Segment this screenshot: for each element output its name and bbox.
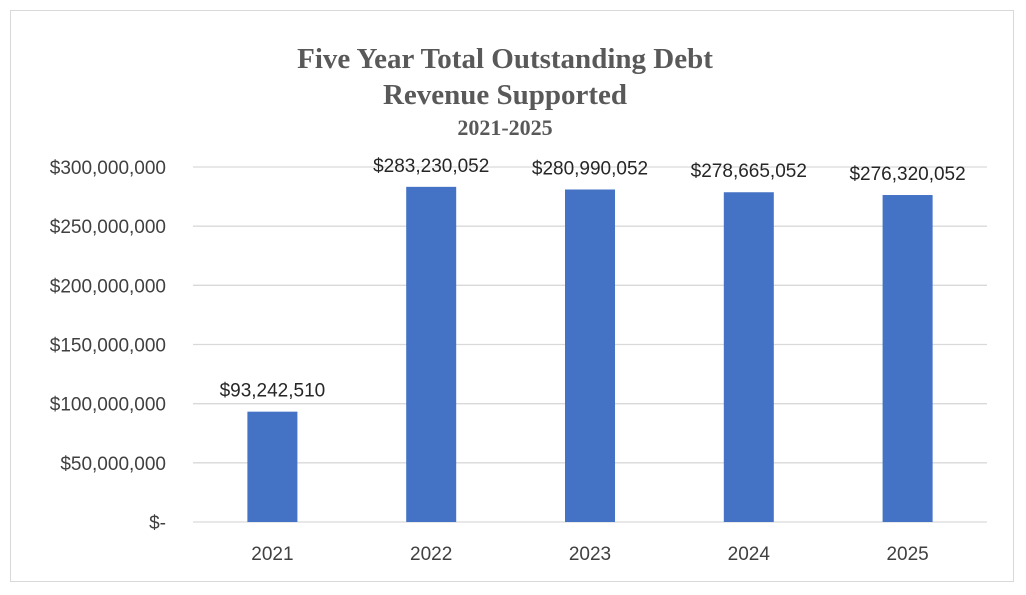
chart-subtitle: Revenue Supported — [383, 79, 627, 111]
chart-frame — [10, 10, 1014, 582]
y-tick-label: $- — [149, 513, 166, 534]
bar — [882, 195, 933, 522]
bar — [723, 192, 774, 523]
y-tick-label: $100,000,000 — [50, 395, 166, 416]
y-tick-label: $50,000,000 — [60, 454, 166, 475]
data-label: $93,242,510 — [220, 381, 326, 402]
bar — [247, 411, 298, 522]
data-label: $280,990,052 — [532, 158, 648, 179]
x-tick-label: 2022 — [410, 544, 452, 565]
y-axis: $- $50,000,000 $100,000,000 $150,000,000 $20… — [50, 158, 166, 534]
y-tick-label: $300,000,000 — [50, 158, 166, 179]
x-axis: 2021 2022 2023 2024 2025 — [251, 544, 928, 565]
y-tick-label: $150,000,000 — [50, 336, 166, 357]
data-label: $278,665,052 — [691, 161, 807, 182]
x-tick-label: 2024 — [728, 544, 771, 565]
bar — [565, 189, 615, 522]
x-tick-label: 2023 — [569, 544, 611, 565]
x-tick-label: 2025 — [886, 544, 928, 565]
data-label: $276,320,052 — [849, 164, 965, 185]
chart-title: Five Year Total Outstanding Debt — [297, 43, 713, 75]
bar — [406, 186, 457, 523]
y-tick-label: $250,000,000 — [50, 217, 166, 238]
bars: $93,242,510 $283,230,052 $280,990,052 $278,… — [220, 156, 966, 523]
x-tick-label: 2021 — [251, 544, 293, 565]
y-tick-label: $200,000,000 — [50, 276, 166, 297]
chart-year-range: 2021-2025 — [457, 115, 552, 140]
data-label: $283,230,052 — [373, 156, 489, 177]
